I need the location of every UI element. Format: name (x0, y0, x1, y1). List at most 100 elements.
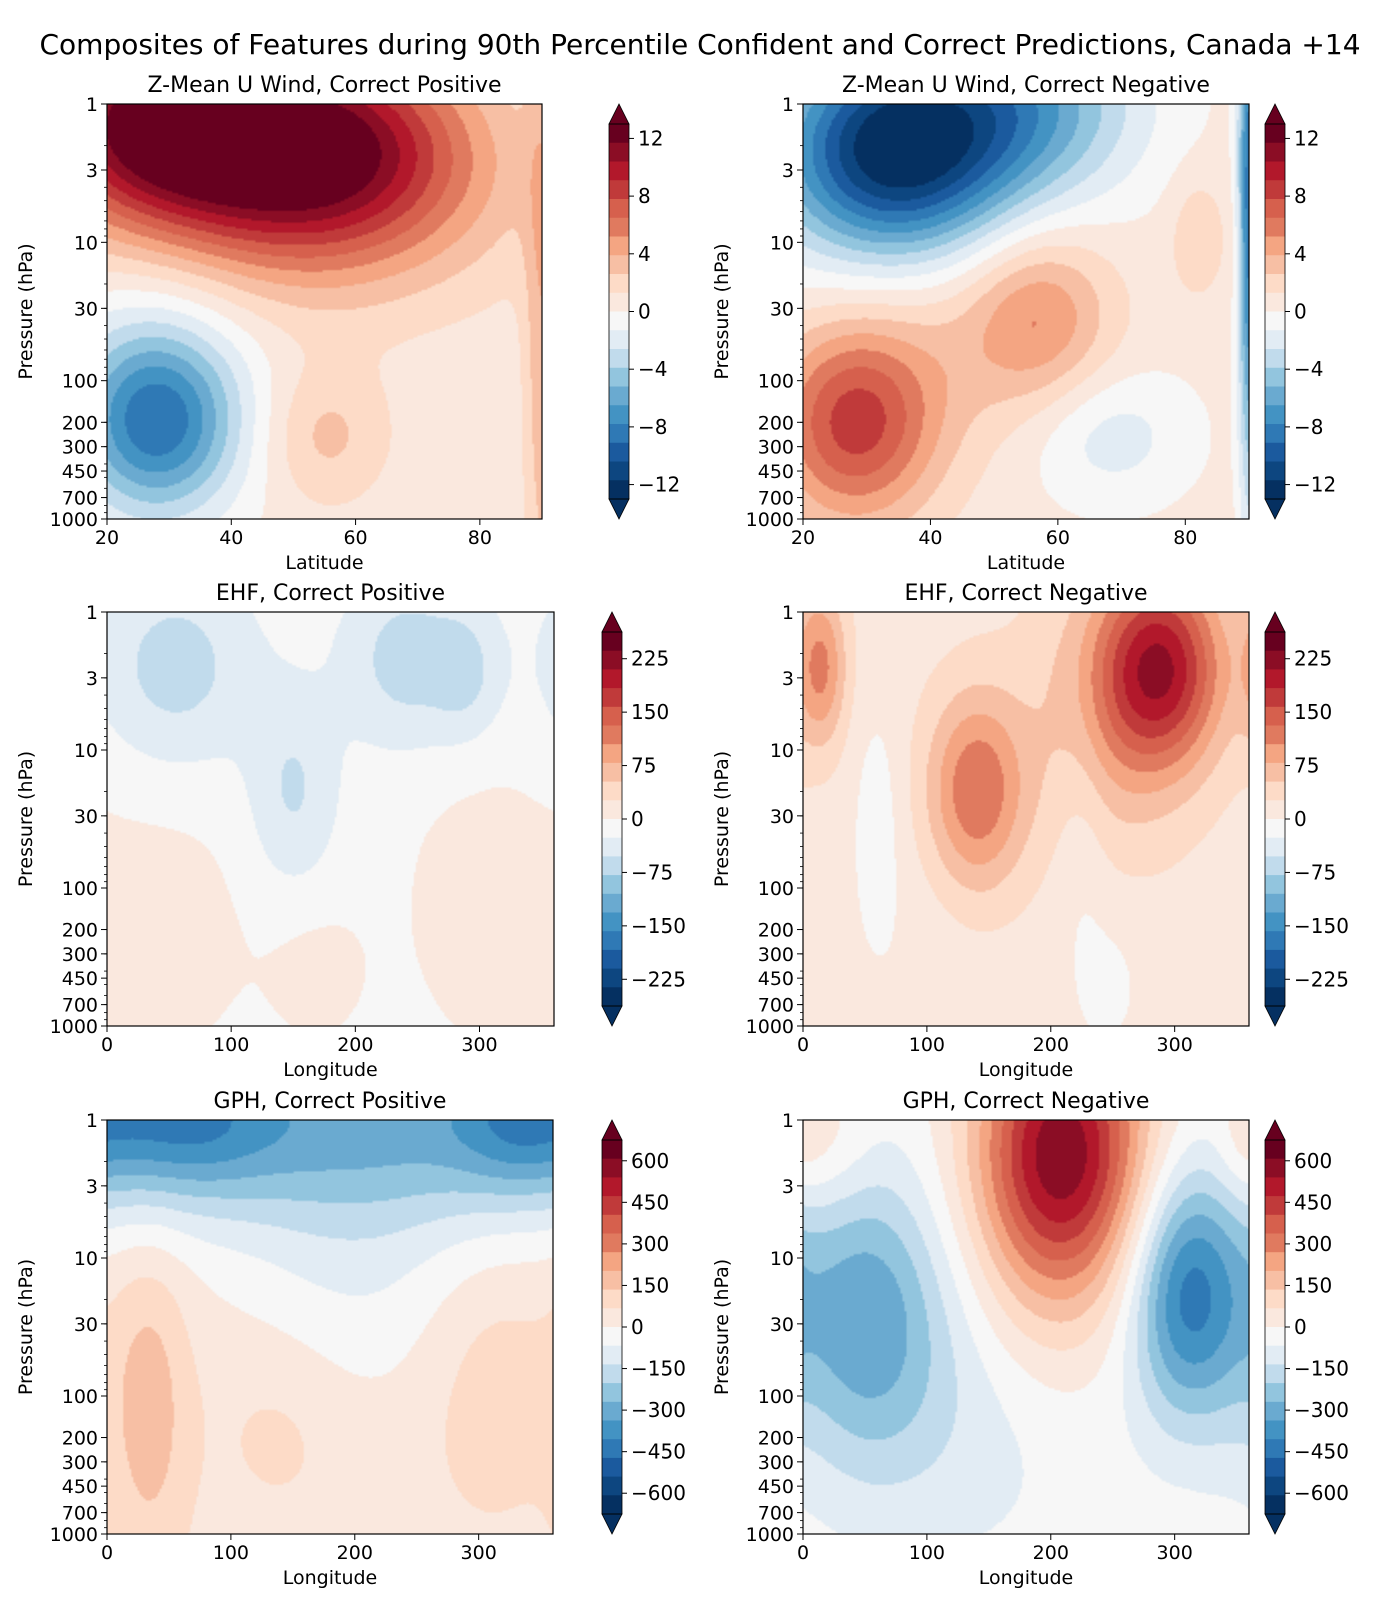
gph-negative-title: GPH, Correct Negative (903, 1089, 1150, 1114)
zmean-positive-colorbar-tick-label: −8 (638, 415, 667, 439)
ehf-negative-xlabel: Longitude (979, 1059, 1074, 1081)
ehf-negative-colorbar-tick-label: 150 (1294, 700, 1332, 724)
zmean-negative-field (803, 104, 1249, 519)
zmean-negative-colorbar-segment (1265, 124, 1285, 144)
ehf-positive-colorbar-tick-label: 75 (631, 754, 656, 778)
zmean-negative-ytick-label: 700 (758, 488, 794, 510)
zmean-negative-xtick-label: 40 (918, 527, 942, 549)
gph-negative-xtick-label: 0 (797, 1542, 809, 1564)
ehf-negative-field (803, 612, 1249, 1026)
gph-positive-ytick-label: 1 (86, 1110, 98, 1132)
ehf-positive-colorbar-segment (602, 819, 622, 839)
ehf-positive-colorbar-segment (602, 800, 622, 820)
ehf-positive-xtick-label: 300 (461, 1034, 497, 1056)
zmean-positive-colorbar-segment (609, 161, 629, 181)
gph-positive-ytick-label: 300 (62, 1452, 98, 1474)
gph-negative-colorbar-segment (1265, 1252, 1285, 1272)
zmean-positive-colorbar-segment (609, 367, 629, 388)
zmean-positive-ytick-label: 10 (74, 232, 98, 254)
gph-negative-ylabel: Pressure (hPa) (711, 1259, 733, 1395)
zmean-positive-colorbar-segment (609, 274, 629, 294)
gph-positive-colorbar-segment (602, 1233, 622, 1253)
zmean-negative-colorbar-extend-min (1264, 498, 1286, 520)
zmean-positive-colorbar-tick-label: −4 (638, 357, 667, 381)
zmean-positive-ytick-label: 100 (62, 371, 98, 393)
gph-positive-colorbar-segment (602, 1420, 622, 1440)
ehf-negative-colorbar-segment (1265, 893, 1285, 914)
zmean-positive-colorbar-segment (609, 480, 629, 500)
gph-positive-colorbar-segment (602, 1214, 622, 1235)
zmean-negative-ytick-label: 30 (770, 298, 794, 320)
ehf-negative-ytick-label: 200 (758, 920, 794, 942)
gph-positive-colorbar-segment (602, 1289, 622, 1309)
ehf-positive-ytick-label: 700 (62, 995, 98, 1017)
zmean-negative-ytick-label: 3 (782, 160, 794, 182)
gph-positive-colorbar-tick-label: −600 (631, 1481, 686, 1505)
gph-negative-colorbar-segment (1265, 1177, 1285, 1197)
ehf-negative-colorbar-segment (1265, 669, 1285, 689)
gph-negative-xtick-label: 300 (1157, 1542, 1193, 1564)
gph-negative-colorbar-segment (1265, 1158, 1285, 1178)
zmean-positive-colorbar-segment (609, 424, 629, 444)
zmean-negative-xtick-label: 20 (791, 527, 815, 549)
ehf-positive-colorbar-segment (602, 650, 622, 670)
gph-negative-ytick-label: 3 (782, 1176, 794, 1198)
ehf-negative-colorbar-tick-label: 75 (1294, 754, 1319, 778)
ehf-positive-colorbar-segment (602, 893, 622, 914)
ehf-negative-ytick-label: 700 (758, 995, 794, 1017)
zmean-positive-colorbar-segment (609, 461, 629, 481)
gph-positive-colorbar-tick-label: 300 (631, 1232, 669, 1256)
zmean-positive-xlabel: Latitude (285, 552, 363, 574)
ehf-negative-title: EHF, Correct Negative (904, 581, 1147, 606)
zmean-negative-colorbar-segment (1265, 349, 1285, 369)
gph-positive-ytick-label: 100 (62, 1386, 98, 1408)
ehf-negative-colorbar-segment (1265, 706, 1285, 727)
zmean-negative-ytick-label: 1000 (746, 509, 794, 531)
zmean-negative-colorbar-segment (1265, 311, 1285, 331)
ehf-positive-colorbar-tick-label: −150 (631, 914, 686, 938)
ehf-negative-ytick-label: 100 (758, 878, 794, 900)
zmean-negative-colorbar-segment (1265, 424, 1285, 444)
gph-positive-colorbar-segment (602, 1345, 622, 1365)
ehf-positive-ytick-label: 1000 (50, 1016, 98, 1038)
zmean-positive-ytick-label: 30 (74, 298, 98, 320)
zmean-positive-colorbar-segment (609, 330, 629, 350)
gph-positive-xtick-label: 200 (337, 1542, 373, 1564)
gph-positive-colorbar-extend-max (601, 1119, 623, 1141)
gph-negative-colorbar-segment (1265, 1233, 1285, 1253)
ehf-positive-colorbar-segment (602, 968, 622, 988)
ehf-positive-colorbar-extend-max (601, 611, 623, 633)
zmean-negative-ytick-label: 450 (758, 461, 794, 483)
zmean-positive-frame (106, 103, 543, 520)
ehf-positive-ytick-label: 100 (62, 878, 98, 900)
gph-positive-colorbar-segment (602, 1196, 622, 1216)
gph-positive-colorbar-segment (602, 1177, 622, 1197)
gph-negative-ytick-label: 30 (770, 1314, 794, 1336)
gph-positive-ytick-label: 700 (62, 1503, 98, 1525)
gph-positive-colorbar-segment (602, 1308, 622, 1328)
ehf-positive-colorbar-segment (602, 781, 622, 801)
zmean-negative-colorbar-segment (1265, 367, 1285, 388)
ehf-positive-colorbar-tick-label: 150 (631, 700, 669, 724)
gph-positive-colorbar-segment (602, 1401, 622, 1422)
gph-negative-colorbar-segment (1265, 1364, 1285, 1384)
ehf-negative-ytick-label: 30 (770, 806, 794, 828)
gph-negative-ytick-label: 300 (758, 1452, 794, 1474)
gph-negative-colorbar-tick-label: −450 (1294, 1440, 1349, 1464)
zmean-positive-colorbar-segment (609, 442, 629, 463)
ehf-positive-frame (106, 611, 555, 1027)
gph-negative-ytick-label: 100 (758, 1386, 794, 1408)
gph-positive-colorbar-segment (602, 1364, 622, 1384)
gph-positive-colorbar-tick-label: 0 (631, 1315, 644, 1339)
gph-positive-colorbar-tick-label: 450 (631, 1190, 669, 1214)
zmean-negative-colorbar-segment (1265, 442, 1285, 463)
zmean-negative-colorbar-segment (1265, 199, 1285, 219)
zmean-positive-colorbar-segment (609, 236, 629, 256)
ehf-positive-xtick-label: 0 (101, 1034, 113, 1056)
zmean-negative-frame (802, 103, 1250, 520)
ehf-positive-xlabel: Longitude (283, 1059, 378, 1081)
gph-positive-colorbar-segment (602, 1476, 622, 1496)
ehf-negative-colorbar-segment (1265, 744, 1285, 764)
zmean-positive-ytick-label: 450 (62, 461, 98, 483)
ehf-negative-ytick-label: 3 (782, 668, 794, 690)
